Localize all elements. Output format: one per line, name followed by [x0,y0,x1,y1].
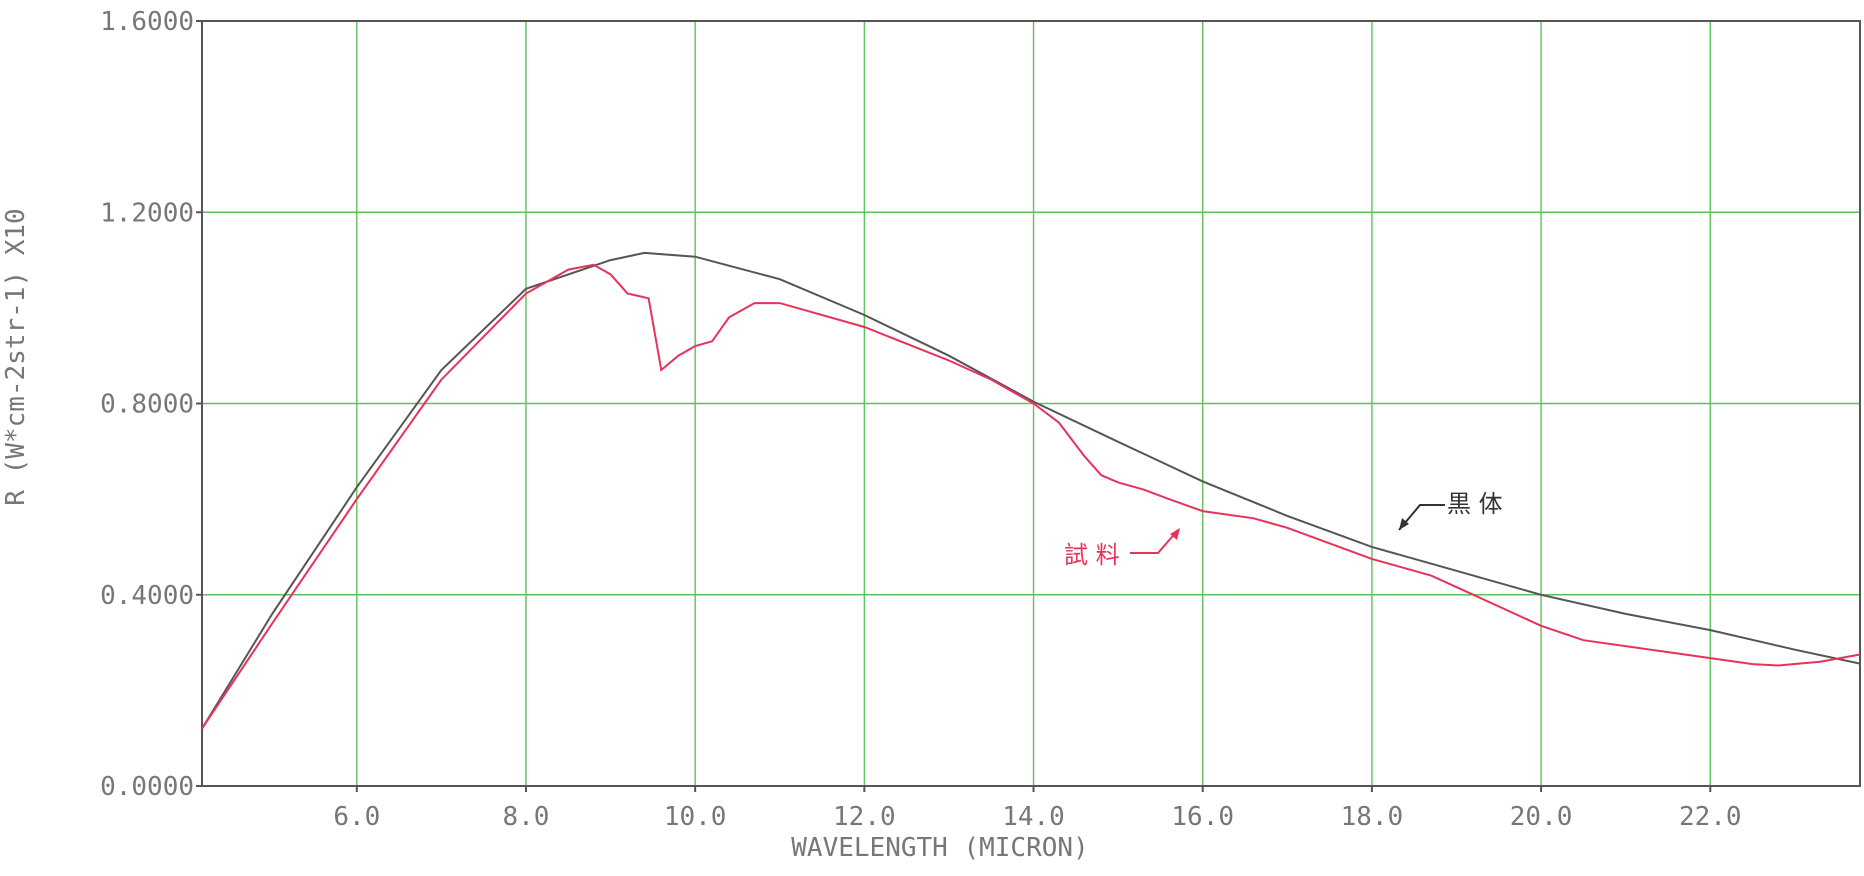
y-tick-label: 0.4000 [100,581,194,611]
annotation-arrow [1130,529,1179,554]
grid [202,20,1860,787]
series-line [201,263,1861,730]
x-axis-label: WAVELENGTH (MICRON) [791,833,1088,863]
y-tick-label: 1.6000 [100,7,194,37]
y-tick-label: 0.8000 [100,390,194,420]
annotation-blackbody: 黒 体 [1447,490,1503,518]
annotation-sample: 試 料 [1064,541,1120,569]
annotation-arrow [1398,504,1445,531]
annotation-arrowhead [1399,518,1409,530]
x-tick-label: 20.0 [1510,802,1573,832]
y-tick-label: 0.0000 [100,772,194,802]
x-tick-label: 18.0 [1341,802,1404,832]
x-tick-label: 10.0 [664,802,727,832]
y-tick-label: 1.2000 [100,198,194,228]
annotation-arrowhead [1170,528,1180,540]
x-tick-label: 14.0 [1002,802,1065,832]
y-axis-label: R (W*cm-2str-1) X10 [1,208,31,505]
x-tick-label: 12.0 [833,802,896,832]
x-tick-label: 6.0 [333,802,380,832]
x-tick-label: 16.0 [1171,802,1234,832]
x-tick-label: 8.0 [503,802,550,832]
series-line [201,251,1861,730]
x-tick-label: 22.0 [1679,802,1742,832]
